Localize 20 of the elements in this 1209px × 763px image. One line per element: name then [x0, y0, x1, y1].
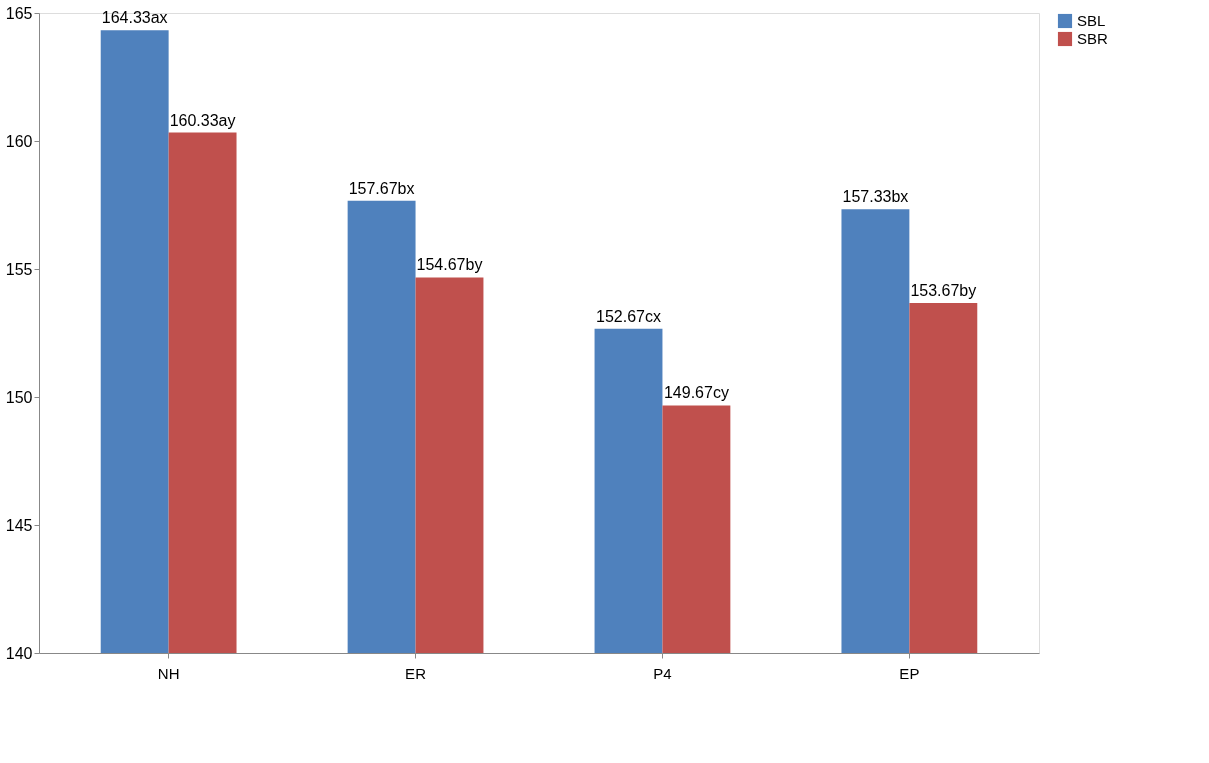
- x-tick-label: EP: [899, 664, 920, 682]
- data-label: 157.67bx: [348, 179, 415, 197]
- y-tick-label: 160: [5, 132, 33, 150]
- y-tick-label: 155: [5, 260, 33, 278]
- x-tick-label: NH: [157, 664, 180, 682]
- legend-label: SBR: [1077, 30, 1109, 47]
- data-label: 154.67by: [416, 256, 483, 274]
- y-tick-label: 150: [5, 388, 33, 406]
- x-tick-label: P4: [653, 664, 672, 682]
- data-label: 149.67cy: [663, 384, 729, 402]
- data-label: 152.67cx: [596, 307, 661, 325]
- x-tick-label: ER: [405, 664, 427, 682]
- data-label: 160.33ay: [169, 111, 236, 129]
- y-tick-label: 145: [5, 516, 33, 534]
- data-label: 157.33bx: [842, 188, 909, 206]
- data-label: 153.67by: [910, 282, 977, 300]
- y-tick-label: 165: [5, 4, 33, 22]
- y-tick-label: 140: [5, 644, 33, 662]
- legend-label: SBL: [1077, 12, 1106, 29]
- data-label: 164.33ax: [101, 9, 168, 27]
